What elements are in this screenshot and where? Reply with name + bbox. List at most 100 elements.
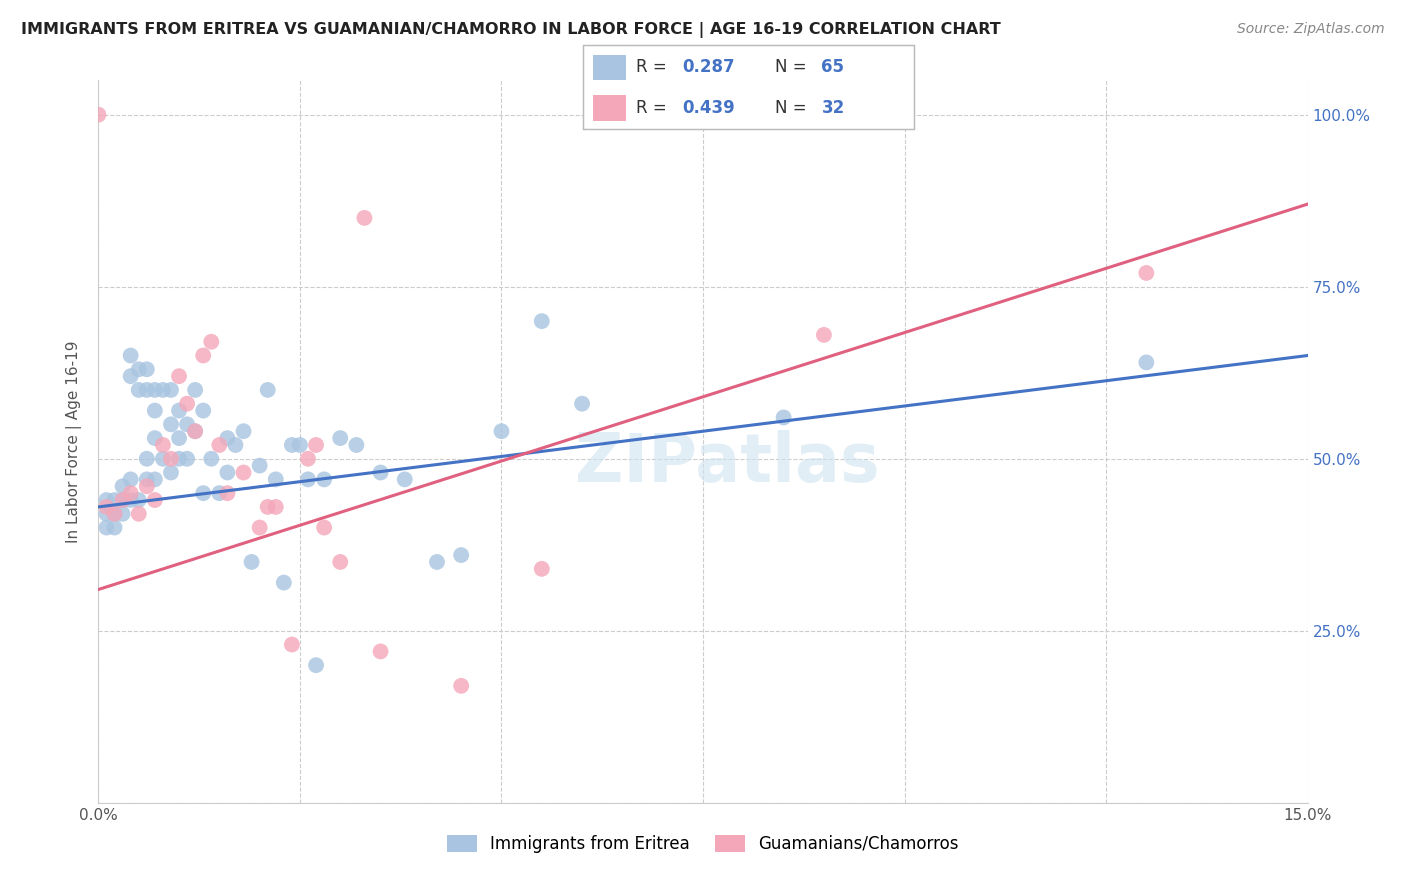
Point: [176, 397, 198, 411]
Point: [426, 555, 449, 569]
Point: [167, 403, 190, 417]
Point: [143, 383, 166, 397]
Point: [120, 472, 142, 486]
Point: [217, 431, 239, 445]
Text: Source: ZipAtlas.com: Source: ZipAtlas.com: [1237, 22, 1385, 37]
Point: [103, 507, 125, 521]
Point: [135, 451, 157, 466]
Text: 0.439: 0.439: [683, 99, 735, 117]
Point: [208, 438, 231, 452]
Point: [224, 438, 246, 452]
Point: [103, 493, 125, 508]
Point: [200, 451, 222, 466]
Point: [167, 431, 190, 445]
Point: [394, 472, 416, 486]
Point: [249, 458, 271, 473]
Point: [208, 486, 231, 500]
Point: [193, 486, 215, 500]
Point: [370, 644, 392, 658]
Point: [530, 562, 553, 576]
Text: N =: N =: [775, 59, 813, 77]
Point: [184, 424, 207, 438]
Point: [329, 431, 352, 445]
Point: [450, 548, 472, 562]
Point: [281, 638, 304, 652]
Point: [813, 327, 835, 342]
Point: [120, 486, 142, 500]
Point: [135, 362, 157, 376]
Text: R =: R =: [637, 99, 672, 117]
Text: ZIPatlas: ZIPatlas: [575, 430, 880, 496]
Point: [111, 479, 134, 493]
Point: [160, 417, 183, 432]
Point: [200, 334, 222, 349]
Point: [450, 679, 472, 693]
Point: [103, 520, 125, 534]
Point: [1135, 355, 1157, 369]
Point: [232, 424, 254, 438]
Point: [370, 466, 392, 480]
Point: [1135, 266, 1157, 280]
Point: [160, 383, 183, 397]
Point: [120, 369, 142, 384]
Point: [281, 438, 304, 452]
Text: 0.287: 0.287: [683, 59, 735, 77]
Text: 32: 32: [821, 99, 845, 117]
Point: [143, 472, 166, 486]
Point: [256, 500, 278, 514]
Point: [176, 451, 198, 466]
Point: [305, 658, 328, 673]
Point: [176, 417, 198, 432]
Point: [314, 472, 336, 486]
Point: [193, 403, 215, 417]
Text: 65: 65: [821, 59, 845, 77]
Point: [128, 383, 150, 397]
Point: [152, 438, 174, 452]
Point: [103, 507, 125, 521]
Point: [87, 108, 110, 122]
Point: [772, 410, 794, 425]
Point: [135, 479, 157, 493]
Point: [160, 451, 183, 466]
Point: [128, 507, 150, 521]
Point: [184, 424, 207, 438]
Point: [264, 472, 287, 486]
Point: [329, 555, 352, 569]
Text: R =: R =: [637, 59, 672, 77]
Point: [96, 507, 118, 521]
Point: [160, 466, 183, 480]
Point: [128, 362, 150, 376]
Point: [120, 493, 142, 508]
Point: [111, 493, 134, 508]
Point: [128, 493, 150, 508]
Legend: Immigrants from Eritrea, Guamanians/Chamorros: Immigrants from Eritrea, Guamanians/Cham…: [440, 828, 966, 860]
Point: [305, 438, 328, 452]
Point: [152, 383, 174, 397]
Point: [240, 555, 263, 569]
Point: [530, 314, 553, 328]
Text: N =: N =: [775, 99, 813, 117]
Point: [184, 383, 207, 397]
Point: [96, 500, 118, 514]
Point: [273, 575, 295, 590]
Point: [249, 520, 271, 534]
Point: [96, 493, 118, 508]
Point: [297, 472, 319, 486]
Text: IMMIGRANTS FROM ERITREA VS GUAMANIAN/CHAMORRO IN LABOR FORCE | AGE 16-19 CORRELA: IMMIGRANTS FROM ERITREA VS GUAMANIAN/CHA…: [21, 22, 1001, 38]
Point: [256, 383, 278, 397]
Point: [167, 369, 190, 384]
Bar: [593, 54, 627, 80]
Point: [143, 403, 166, 417]
Point: [571, 397, 593, 411]
Point: [152, 451, 174, 466]
Point: [353, 211, 375, 225]
Point: [344, 438, 367, 452]
Point: [217, 486, 239, 500]
Point: [111, 507, 134, 521]
Point: [217, 466, 239, 480]
Bar: [593, 95, 627, 120]
Point: [264, 500, 287, 514]
Y-axis label: In Labor Force | Age 16-19: In Labor Force | Age 16-19: [66, 340, 83, 543]
Point: [143, 431, 166, 445]
Point: [193, 349, 215, 363]
